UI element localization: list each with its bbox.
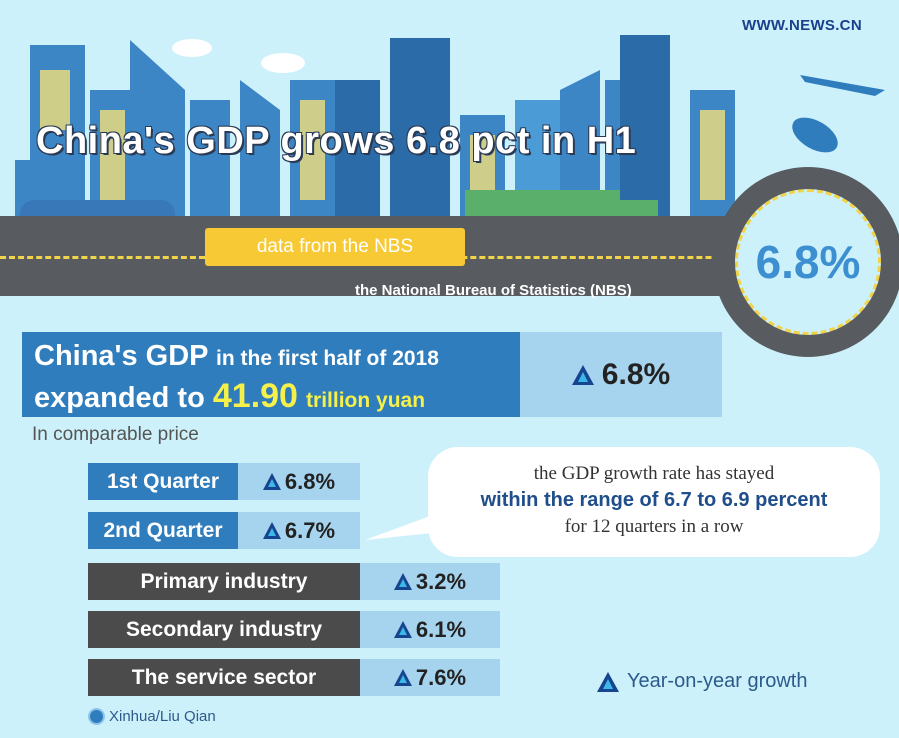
quarter-label: 1st Quarter xyxy=(88,463,238,500)
industry-value: 3.2% xyxy=(360,563,500,600)
legend: Year-on-year growth xyxy=(597,670,807,693)
industry-label: Secondary industry xyxy=(88,611,360,648)
quarter-value: 6.7% xyxy=(238,512,360,549)
headline-subject: China's GDP xyxy=(34,340,208,372)
gdp-unit: trillion yuan xyxy=(306,389,426,412)
speech-bubble: the GDP growth rate has stayed within th… xyxy=(428,447,880,557)
headline-period: in the first half of 2018 xyxy=(216,347,439,370)
value-text: 3.2% xyxy=(415,568,467,594)
triangle-up-icon xyxy=(393,573,412,590)
quarter-value: 6.8% xyxy=(238,463,360,500)
bubble-line: the GDP growth rate has stayed xyxy=(533,463,775,484)
truck-label: data from the NBS xyxy=(205,228,465,266)
page-title: China's GDP grows 6.8 pct in H1 xyxy=(36,120,637,162)
industry-label: Primary industry xyxy=(88,563,360,600)
bubble-highlight: within the range of 6.7 to 6.9 percent xyxy=(480,489,828,511)
value-text: 6.7% xyxy=(284,517,336,543)
credit: Xinhua/Liu Qian xyxy=(88,708,216,725)
legend-label: Year-on-year growth xyxy=(627,670,808,692)
value-text: 7.6% xyxy=(415,664,467,690)
gdp-amount: 41.90 xyxy=(212,377,298,415)
xinhua-logo-icon xyxy=(88,708,105,725)
nbs-label: the National Bureau of Statistics (NBS) xyxy=(355,282,632,299)
value-text: 6.8% xyxy=(284,468,336,494)
growth-value: 6.8% xyxy=(601,357,671,391)
triangle-up-icon xyxy=(393,621,412,638)
headline-growth: 6.8% xyxy=(520,332,722,417)
industry-value: 7.6% xyxy=(360,659,500,696)
badge-value: 6.8% xyxy=(735,189,881,335)
triangle-up-icon xyxy=(597,671,619,692)
value-text: 6.1% xyxy=(415,616,467,642)
headline-box: China's GDP in the first half of 2018 ex… xyxy=(22,332,520,417)
industry-label: The service sector xyxy=(88,659,360,696)
credit-text: Xinhua/Liu Qian xyxy=(109,708,216,725)
triangle-up-icon xyxy=(571,364,594,385)
triangle-up-icon xyxy=(262,473,281,490)
industry-value: 6.1% xyxy=(360,611,500,648)
comparable-price-note: In comparable price xyxy=(32,424,199,445)
watermark: WWW.NEWS.CN xyxy=(742,17,862,34)
roundabout-badge: 6.8% xyxy=(713,167,899,357)
satellite-dish-icon xyxy=(792,117,838,153)
headline-verb: expanded to xyxy=(34,382,205,414)
triangle-up-icon xyxy=(393,669,412,686)
quarter-label: 2nd Quarter xyxy=(88,512,238,549)
triangle-up-icon xyxy=(262,522,281,539)
city-skyline-illustration xyxy=(15,35,885,245)
airplane-icon xyxy=(800,75,885,96)
bubble-line: for 12 quarters in a row xyxy=(564,516,744,537)
